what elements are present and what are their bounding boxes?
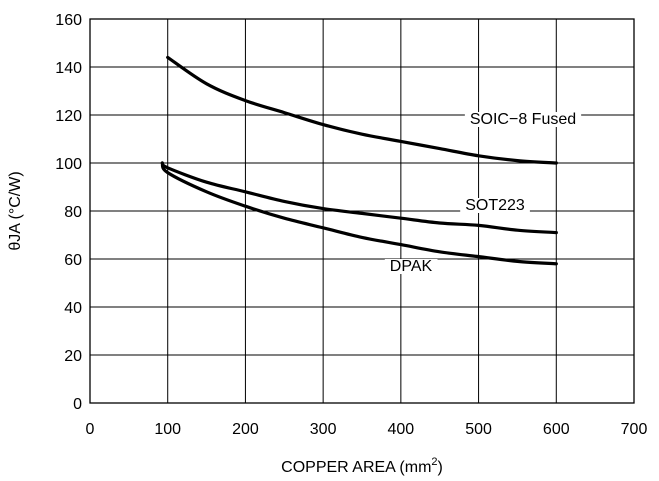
- x-tick-label-3: 300: [310, 421, 337, 438]
- series-line-2: [160, 161, 558, 266]
- x-tick-label-4: 400: [388, 421, 415, 438]
- x-tick-label-6: 600: [543, 421, 570, 438]
- y-tick-label-5: 100: [55, 156, 82, 173]
- plot-frame: [89, 18, 635, 404]
- y-axis-title: θJA (°C/W): [7, 171, 24, 250]
- y-tick-labels: 0 20 40 60 80 100 120 140 160: [55, 12, 82, 413]
- y-tick-label-6: 120: [55, 108, 82, 125]
- series-curves: [160, 55, 558, 266]
- series-label-bg-1: [460, 198, 530, 213]
- series-line-1: [160, 161, 558, 235]
- grid-lines: [89, 18, 635, 404]
- x-tick-label-5: 500: [465, 421, 492, 438]
- x-tick-label-0: 0: [86, 421, 95, 438]
- x-axis-title: COPPER AREA (mm2): [281, 456, 443, 476]
- y-tick-label-7: 140: [55, 60, 82, 77]
- x-tick-label-7: 700: [621, 421, 648, 438]
- series-label-bg-0: [464, 112, 582, 127]
- y-tick-label-3: 60: [64, 252, 82, 269]
- x-axis-title-suffix: ): [438, 459, 443, 476]
- y-tick-label-0: 0: [73, 396, 82, 413]
- y-tick-label-2: 40: [64, 300, 82, 317]
- y-tick-label-4: 80: [64, 204, 82, 221]
- y-tick-label-8: 160: [55, 12, 82, 29]
- x-tick-label-1: 100: [154, 421, 181, 438]
- y-tick-label-1: 20: [64, 348, 82, 365]
- series-line-0: [166, 55, 558, 165]
- x-tick-label-2: 200: [232, 421, 259, 438]
- series-label-0: SOIC−8 Fused: [470, 111, 576, 128]
- x-tick-labels: 0 100 200 300 400 500 600 700: [86, 421, 648, 438]
- series-label-2: DPAK: [390, 258, 433, 275]
- series-label-bg-2: [384, 259, 438, 274]
- x-axis-title-superscript: 2: [431, 456, 437, 468]
- series-label-1: SOT223: [465, 197, 525, 214]
- series-labels: SOIC−8 Fused SOT223 DPAK: [384, 111, 582, 275]
